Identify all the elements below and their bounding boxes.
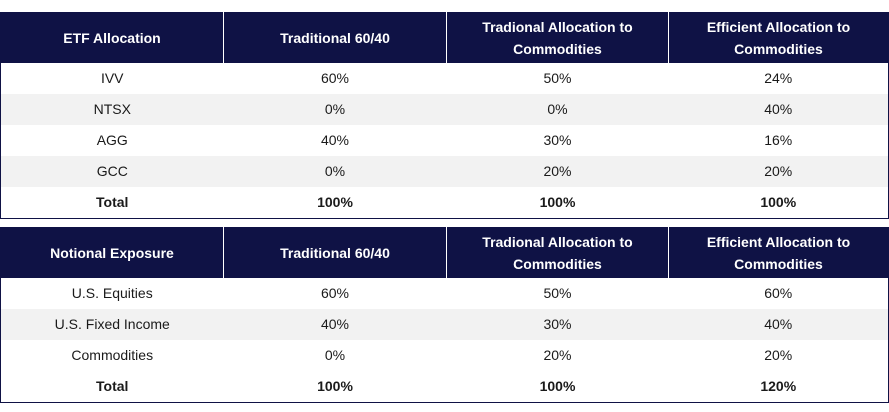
table-cell: 20%: [764, 347, 793, 363]
table-cell: 60%: [764, 285, 793, 301]
table-cell: 100%: [760, 194, 797, 210]
table-cell: 50%: [543, 70, 572, 86]
total-row: Total 100% 100% 120%: [1, 371, 889, 403]
column-header: Tradional Allocation to Commodities: [446, 12, 669, 63]
table-row: U.S. Fixed Income 40% 30% 40%: [0, 308, 889, 340]
table-cell: 16%: [764, 132, 793, 148]
column-header: Notional Exposure: [0, 227, 224, 278]
table-cell: 30%: [543, 132, 572, 148]
column-header: Efficient Allocation to Commodities: [668, 12, 889, 63]
table-cell: 60%: [320, 70, 350, 86]
table-header-row: ETF Allocation Traditional 60/40 Tradion…: [0, 12, 889, 63]
table-cell: 0%: [446, 93, 669, 125]
table-row: IVV 60% 50% 24%: [1, 63, 889, 94]
table-cell: 40%: [320, 132, 350, 148]
table-row: Commodities 0% 20% 20%: [1, 340, 889, 371]
column-header: ETF Allocation: [0, 12, 224, 63]
table-cell: U.S. Fixed Income: [0, 308, 224, 340]
table-cell: Commodities: [71, 347, 154, 363]
table-cell: 20%: [668, 155, 889, 187]
table-cell: 120%: [760, 378, 797, 394]
table-cell: 100%: [539, 194, 576, 210]
table-cell: 0%: [223, 93, 447, 125]
table-cell: 0%: [223, 155, 447, 187]
column-header: Efficient Allocation to Commodities: [668, 227, 889, 278]
column-header: Traditional 60/40: [223, 12, 447, 63]
table-cell: 60%: [320, 285, 350, 301]
notional-exposure-table: Notional Exposure Traditional 60/40 Trad…: [0, 227, 889, 403]
table-cell: 24%: [764, 70, 793, 86]
total-row: Total 100% 100% 100%: [1, 187, 889, 219]
table-cell: 50%: [543, 285, 572, 301]
table-cell: 40%: [668, 93, 889, 125]
table-cell: 30%: [446, 308, 669, 340]
table-row: U.S. Equities 60% 50% 60%: [1, 278, 889, 309]
table-cell: 0%: [324, 347, 346, 363]
table-cell: 100%: [317, 194, 353, 210]
table-cell: Total: [96, 194, 129, 210]
table-cell: 20%: [543, 347, 572, 363]
table-cell: 20%: [446, 155, 669, 187]
table-cell: IVV: [100, 70, 124, 86]
table-cell: 40%: [668, 308, 889, 340]
table-cell: Total: [96, 378, 129, 394]
table-row: GCC 0% 20% 20%: [0, 155, 889, 187]
table-row: AGG 40% 30% 16%: [1, 125, 889, 156]
table-header-row: Notional Exposure Traditional 60/40 Trad…: [0, 227, 889, 278]
table-cell: AGG: [96, 132, 128, 148]
table-cell: NTSX: [0, 93, 224, 125]
table-cell: 100%: [317, 378, 353, 394]
column-header: Tradional Allocation to Commodities: [446, 227, 669, 278]
table-cell: U.S. Equities: [71, 285, 153, 301]
etf-allocation-table: ETF Allocation Traditional 60/40 Tradion…: [0, 12, 889, 219]
table-cell: 40%: [223, 308, 447, 340]
table-cell: 100%: [539, 378, 576, 394]
table-cell: GCC: [0, 155, 224, 187]
table-row: NTSX 0% 0% 40%: [0, 93, 889, 125]
column-header: Traditional 60/40: [223, 227, 447, 278]
